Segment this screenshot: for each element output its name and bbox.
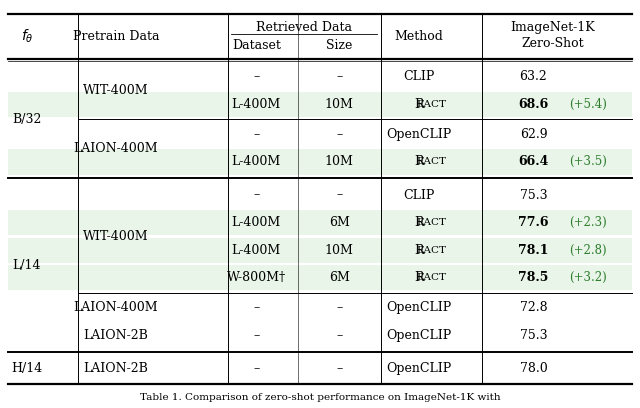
Text: –: –	[253, 301, 259, 314]
Text: R: R	[414, 98, 424, 111]
Text: 6M: 6M	[329, 216, 349, 229]
Text: 10M: 10M	[324, 244, 353, 257]
Text: Retrieved Data: Retrieved Data	[256, 21, 352, 34]
Text: R: R	[414, 155, 424, 169]
Bar	[8, 265, 632, 290]
Text: 78.1: 78.1	[518, 244, 548, 257]
Text: (+2.8): (+2.8)	[569, 244, 607, 257]
Bar	[8, 237, 632, 263]
Text: ImageNet-1K: ImageNet-1K	[510, 21, 595, 34]
Text: EACT: EACT	[417, 100, 447, 109]
Text: LAION-2B: LAION-2B	[84, 362, 148, 375]
Text: EACT: EACT	[417, 246, 447, 255]
Text: 78.0: 78.0	[520, 362, 547, 375]
Text: (+3.5): (+3.5)	[569, 155, 607, 169]
Text: LAION-400M: LAION-400M	[74, 301, 159, 314]
Text: 75.3: 75.3	[520, 188, 547, 202]
Text: WIT-400M: WIT-400M	[83, 230, 149, 243]
Text: R: R	[414, 216, 424, 229]
Text: Zero-Shot: Zero-Shot	[521, 38, 584, 51]
Text: Dataset: Dataset	[232, 39, 281, 52]
Text: R: R	[414, 244, 424, 257]
Text: –: –	[336, 70, 342, 83]
Text: EACT: EACT	[417, 157, 447, 166]
Text: L-400M: L-400M	[232, 98, 281, 111]
Text: 10M: 10M	[324, 98, 353, 111]
Text: CLIP: CLIP	[403, 70, 435, 83]
Text: WIT-400M: WIT-400M	[83, 84, 149, 97]
Text: –: –	[336, 362, 342, 375]
Text: OpenCLIP: OpenCLIP	[386, 329, 451, 342]
Text: –: –	[253, 70, 259, 83]
Text: 62.9: 62.9	[520, 128, 547, 141]
Text: 77.6: 77.6	[518, 216, 548, 229]
Text: –: –	[253, 362, 259, 375]
Text: B/32: B/32	[12, 113, 42, 126]
Text: L-400M: L-400M	[232, 244, 281, 257]
Text: 72.8: 72.8	[520, 301, 547, 314]
Bar	[8, 210, 632, 235]
Text: –: –	[336, 301, 342, 314]
Text: Table 1. Comparison of zero-shot performance on ImageNet-1K with: Table 1. Comparison of zero-shot perform…	[140, 393, 500, 402]
Text: L/14: L/14	[13, 259, 41, 272]
Text: OpenCLIP: OpenCLIP	[386, 128, 451, 141]
Text: EACT: EACT	[417, 273, 447, 282]
Text: OpenCLIP: OpenCLIP	[386, 301, 451, 314]
Text: Size: Size	[326, 39, 352, 52]
Text: 78.5: 78.5	[518, 271, 548, 284]
Text: –: –	[336, 128, 342, 141]
Text: LAION-2B: LAION-2B	[84, 329, 148, 342]
Text: H/14: H/14	[12, 362, 42, 375]
Text: L-400M: L-400M	[232, 216, 281, 229]
Text: 66.4: 66.4	[518, 155, 548, 169]
Text: 10M: 10M	[324, 155, 353, 169]
Text: 6M: 6M	[329, 271, 349, 284]
Text: –: –	[253, 188, 259, 202]
Text: 63.2: 63.2	[520, 70, 547, 83]
Text: 68.6: 68.6	[518, 98, 548, 111]
Text: LAION-400M: LAION-400M	[74, 142, 159, 155]
Text: Pretrain Data: Pretrain Data	[73, 30, 159, 43]
Text: EACT: EACT	[417, 218, 447, 227]
Text: W-800M†: W-800M†	[227, 271, 286, 284]
Text: OpenCLIP: OpenCLIP	[386, 362, 451, 375]
Text: (+2.3): (+2.3)	[569, 216, 607, 229]
Text: L-400M: L-400M	[232, 155, 281, 169]
Text: 75.3: 75.3	[520, 329, 547, 342]
Bar	[8, 92, 632, 117]
Text: CLIP: CLIP	[403, 188, 435, 202]
Text: –: –	[336, 188, 342, 202]
Text: R: R	[414, 271, 424, 284]
Text: Method: Method	[394, 30, 444, 43]
Text: (+5.4): (+5.4)	[569, 98, 607, 111]
Text: –: –	[253, 329, 259, 342]
Bar	[8, 149, 632, 175]
Text: –: –	[253, 128, 259, 141]
Text: (+3.2): (+3.2)	[569, 271, 607, 284]
Text: $f_{\theta}$: $f_{\theta}$	[20, 28, 33, 45]
Text: –: –	[336, 329, 342, 342]
